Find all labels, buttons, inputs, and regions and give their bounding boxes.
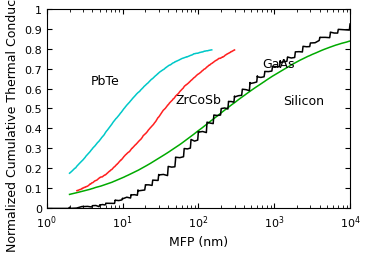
Text: Silicon: Silicon (283, 95, 324, 108)
Text: GaAs: GaAs (262, 57, 295, 70)
X-axis label: MFP (nm): MFP (nm) (169, 235, 228, 248)
Text: ZrCoSb: ZrCoSb (176, 94, 221, 107)
Text: PbTe: PbTe (91, 74, 119, 87)
Y-axis label: Normalized Cumulative Thermal Conductivity: Normalized Cumulative Thermal Conductivi… (5, 0, 19, 251)
